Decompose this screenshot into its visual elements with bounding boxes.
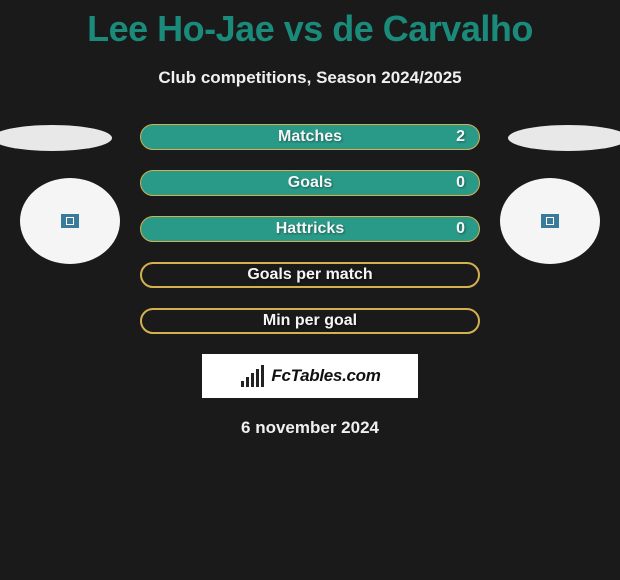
stat-label: Matches: [278, 128, 342, 146]
stat-row: Goals per match: [140, 262, 480, 288]
stat-row: Min per goal: [140, 308, 480, 334]
right-player-badge: [500, 178, 600, 264]
brand-chart-icon: [239, 365, 267, 387]
left-player-ellipse: [0, 125, 112, 151]
page-title: Lee Ho-Jae vs de Carvalho: [0, 0, 620, 50]
left-player-badge: [20, 178, 120, 264]
stat-row: Hattricks 0: [140, 216, 480, 242]
stat-row: Goals 0: [140, 170, 480, 196]
brand-text: FcTables.com: [271, 366, 380, 386]
stat-label: Hattricks: [276, 220, 344, 238]
brand-attribution: FcTables.com: [202, 354, 418, 398]
stat-row: Matches 2: [140, 124, 480, 150]
placeholder-icon: [541, 214, 559, 228]
placeholder-icon: [61, 214, 79, 228]
stat-value: 2: [456, 128, 465, 146]
stat-label: Goals per match: [247, 266, 372, 284]
stat-label: Goals: [288, 174, 332, 192]
stat-value: 0: [456, 220, 465, 238]
stat-label: Min per goal: [263, 312, 357, 330]
subtitle: Club competitions, Season 2024/2025: [0, 68, 620, 88]
stat-value: 0: [456, 174, 465, 192]
right-player-ellipse: [508, 125, 620, 151]
stats-list: Matches 2 Goals 0 Hattricks 0 Goals per …: [140, 124, 480, 334]
date-label: 6 november 2024: [0, 418, 620, 438]
